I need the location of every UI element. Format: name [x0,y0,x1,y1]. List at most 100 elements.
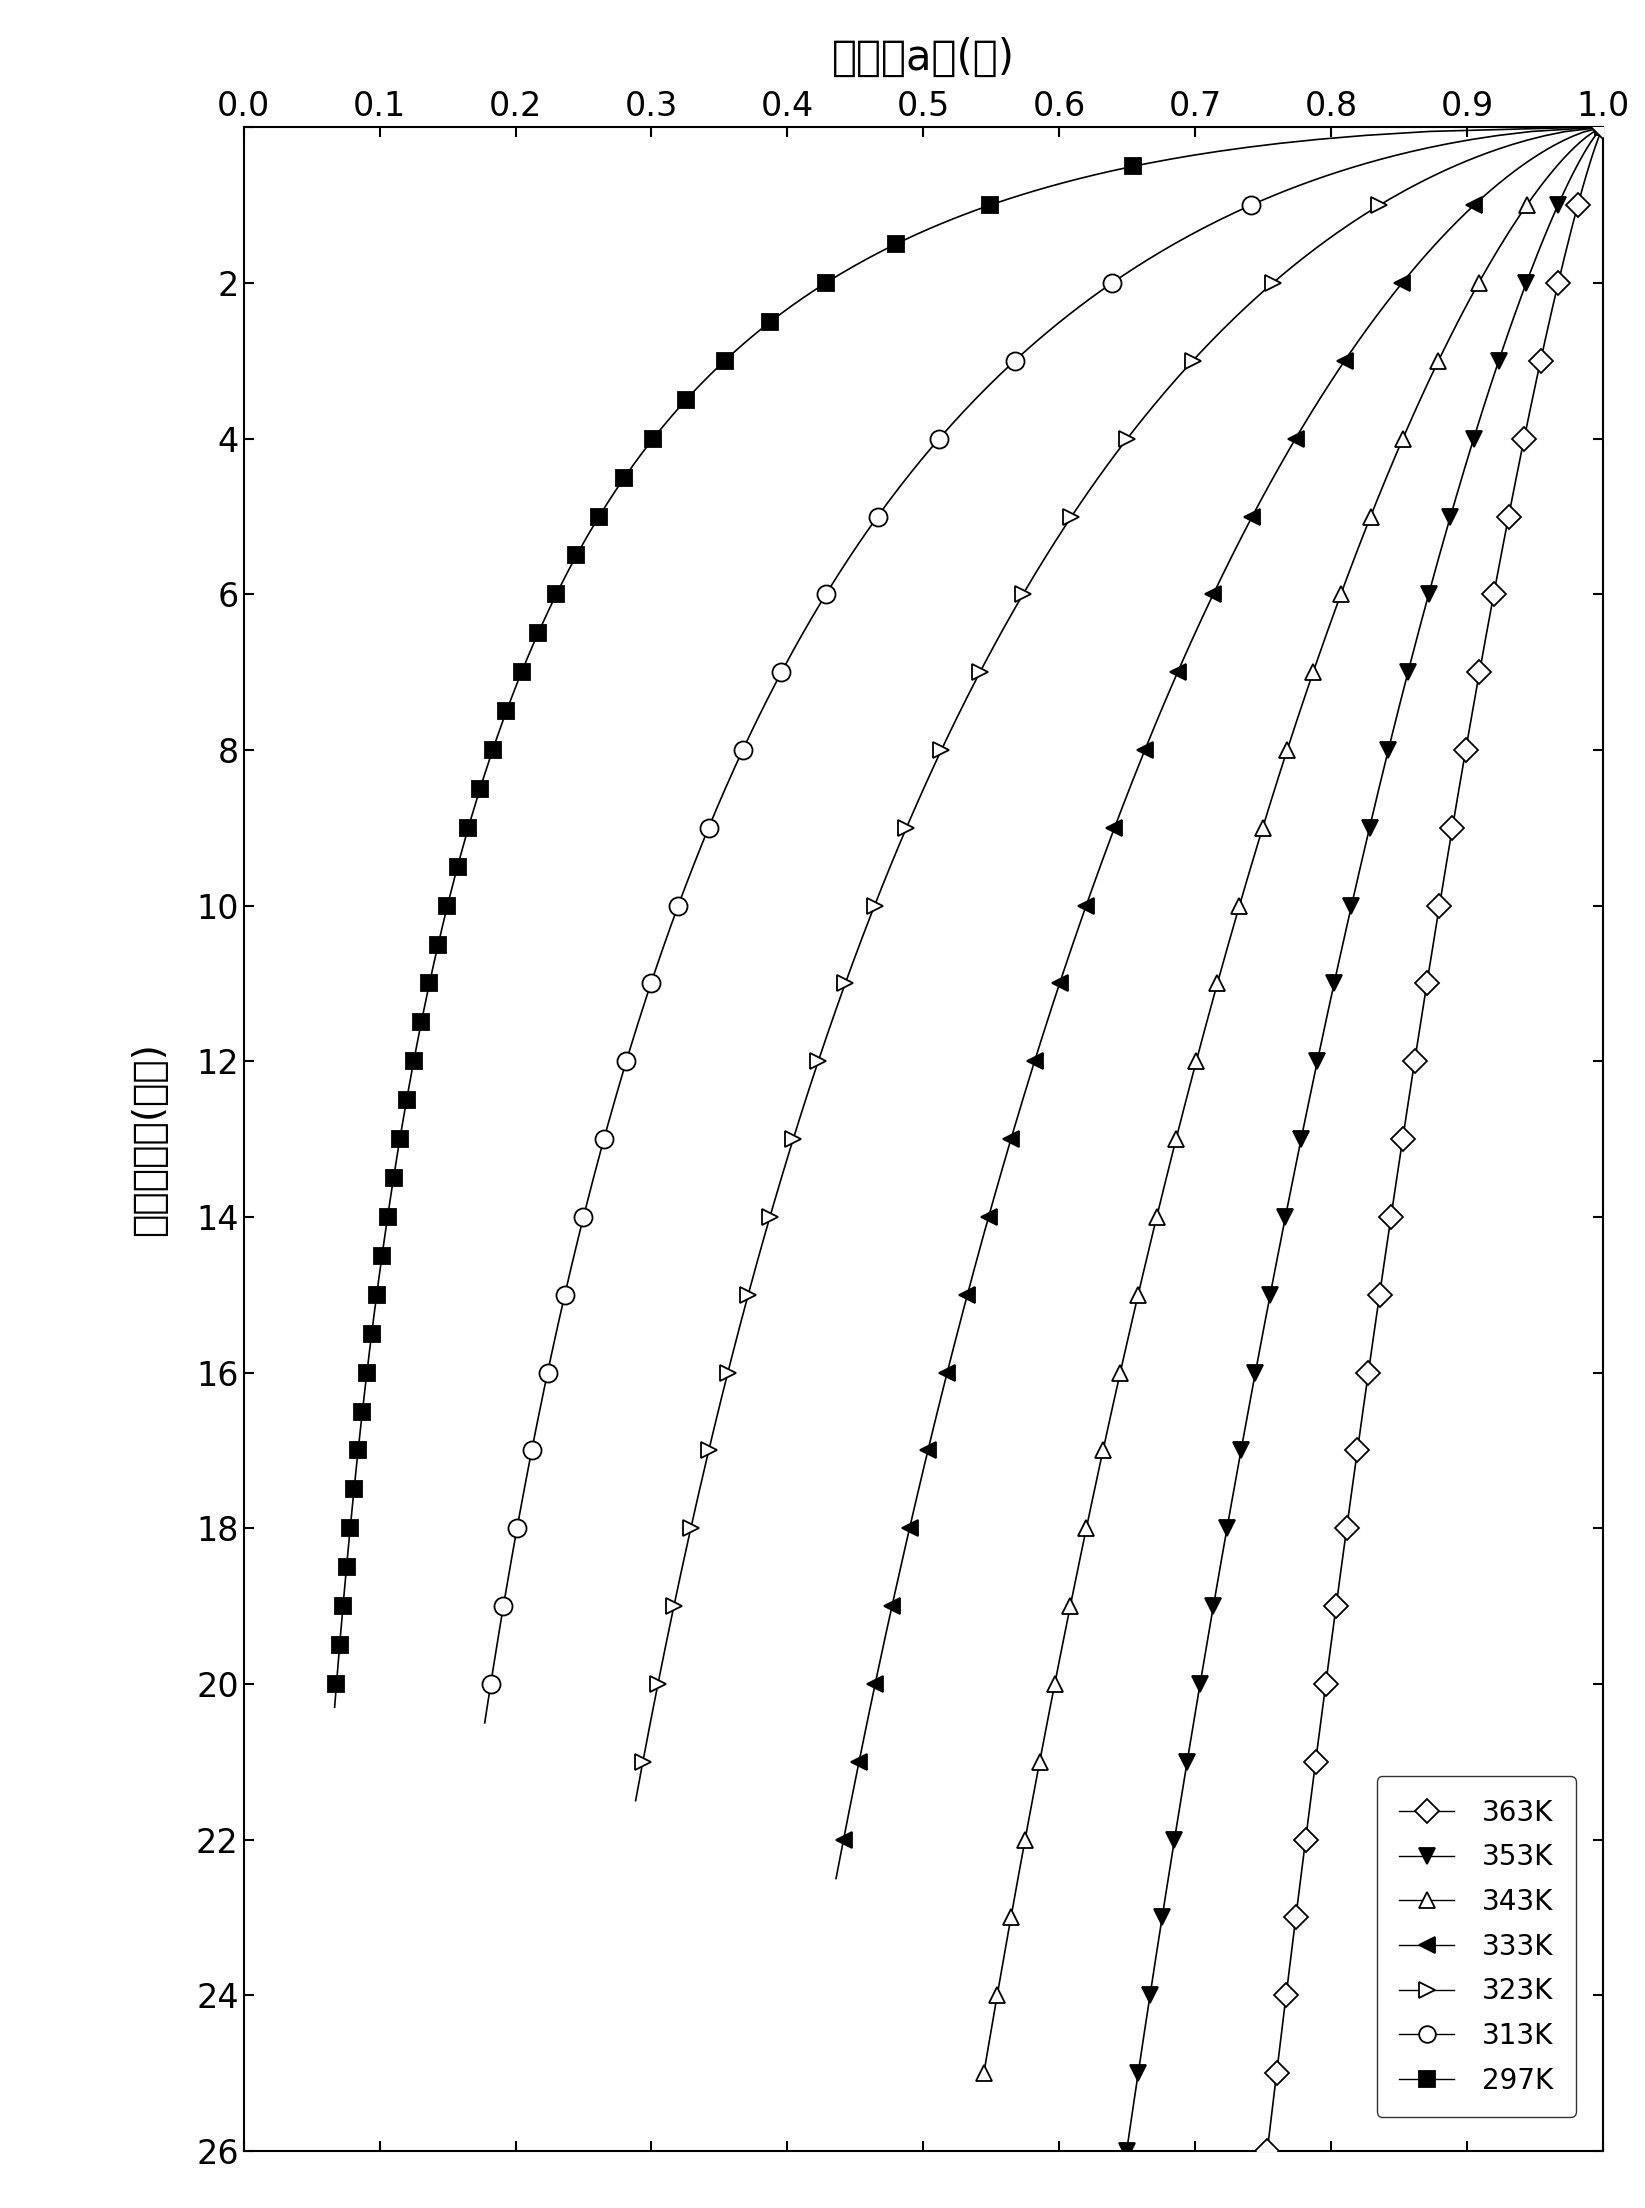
343K [1277,737,1296,764]
363K [1430,892,1449,919]
297K [337,1554,357,1581]
333K [1135,737,1155,764]
333K [1286,426,1306,453]
333K [1204,581,1224,607]
Line: 323K: 323K [635,119,1612,1771]
323K [1370,192,1390,219]
297K [512,658,531,684]
343K [1076,1515,1096,1541]
363K [1296,1826,1316,1853]
313K [642,969,661,996]
363K [1382,1203,1402,1230]
313K [772,658,791,684]
353K [1191,1671,1211,1698]
353K [1230,1437,1250,1464]
297K [980,192,1000,219]
343K [1015,1826,1035,1853]
363K [1531,347,1551,373]
353K [1204,1592,1224,1618]
297K [390,1126,410,1153]
343K [1360,503,1380,530]
323K [648,1671,668,1698]
353K [1178,1749,1198,1775]
313K [617,1049,637,1075]
353K [1398,658,1418,684]
353K [1464,426,1484,453]
313K [521,1437,541,1464]
323K [783,1126,803,1153]
323K [897,815,916,841]
333K [918,1437,938,1464]
363K [1405,1049,1425,1075]
333K [1334,347,1354,373]
353K [1217,1515,1237,1541]
333K [1464,192,1484,219]
343K [1045,1671,1064,1698]
333K [938,1360,957,1387]
297K [615,464,635,490]
343K [1469,269,1489,296]
363K [1499,503,1518,530]
343K [1094,1437,1114,1464]
353K [1117,2137,1137,2164]
Line: 313K: 313K [482,119,1612,1694]
313K [1102,269,1122,296]
353K [1140,1983,1160,2009]
343K [1517,192,1536,219]
297K [1124,152,1143,179]
323K [865,892,885,919]
323K [665,1592,684,1618]
297K [411,1009,431,1036]
363K [1568,192,1587,219]
323K [1263,269,1283,296]
333K [849,1749,869,1775]
343K [1186,1049,1206,1075]
363K [1484,581,1504,607]
297K [419,969,439,996]
313K [1240,192,1260,219]
333K [834,1826,854,1853]
363K [1306,1749,1326,1775]
313K [816,581,836,607]
313K [1005,347,1025,373]
333K [1050,969,1069,996]
343K [1393,426,1413,453]
297K [714,347,734,373]
313K [554,1281,574,1307]
297K [643,426,663,453]
333K [1392,269,1411,296]
297K [378,1203,398,1230]
313K [480,1671,500,1698]
343K [1061,1592,1081,1618]
313K [574,1203,594,1230]
333K [1002,1126,1022,1153]
297K [546,581,566,607]
353K [1165,1826,1184,1853]
323K [808,1049,827,1075]
297K [566,543,586,570]
297K [352,1398,372,1424]
297K [329,1632,349,1658]
297K [484,737,503,764]
323K [760,1203,780,1230]
323K [1183,347,1202,373]
313K [594,1126,614,1153]
353K [1308,1049,1328,1075]
323K [633,1749,653,1775]
343K [1229,892,1249,919]
297K [428,932,447,958]
353K [1418,581,1438,607]
297K [438,892,457,919]
353K [1517,269,1536,296]
X-axis label: 水解率a／(－): 水解率a／(－) [832,38,1015,79]
313K [668,892,688,919]
363K [1393,1126,1413,1153]
323K [739,1281,758,1307]
353K [1324,969,1344,996]
313K [1594,115,1614,141]
297K [334,1592,354,1618]
363K [1286,1903,1306,1930]
353K [1379,737,1398,764]
297K [885,232,905,258]
Legend: 363K, 353K, 343K, 333K, 323K, 313K, 297K: 363K, 353K, 343K, 333K, 323K, 313K, 297K [1377,1777,1576,2117]
